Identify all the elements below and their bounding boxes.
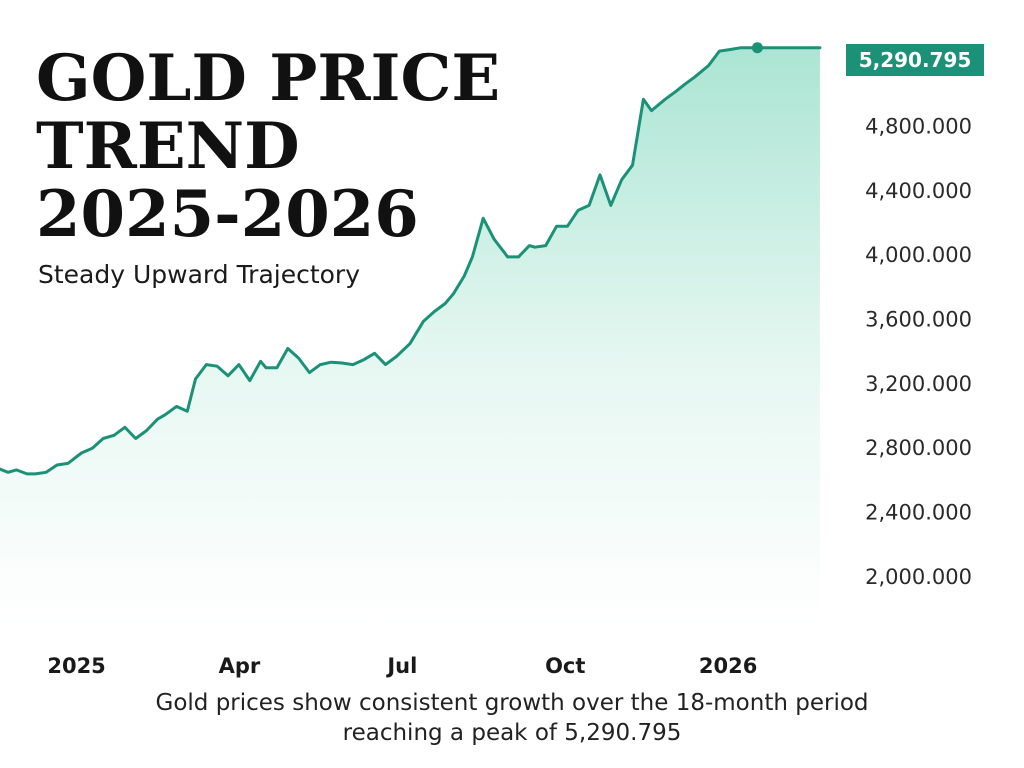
- peak-value-badge: [846, 44, 984, 76]
- x-tick-label: Apr: [219, 654, 261, 678]
- y-tick-label: 4,800.000: [865, 115, 972, 139]
- y-tick-label: 2,000.000: [865, 565, 972, 589]
- chart-title-line-3: 2025-2026: [36, 177, 419, 252]
- x-axis-ticks: 2025 Apr Jul Oct 2026: [47, 654, 757, 678]
- price-line: [0, 46, 822, 476]
- price-area-fill: [0, 47, 820, 625]
- chart-caption-line-2: reaching a peak of 5,290.795: [343, 720, 682, 746]
- x-tick-label: Oct: [545, 654, 585, 678]
- y-axis-ticks: 2,000.000 2,400.000 2,800.000 3,200.000 3,60…: [865, 115, 972, 589]
- y-tick-label: 4,000.000: [865, 243, 972, 267]
- y-tick-label: 3,600.000: [865, 308, 972, 332]
- peak-value-label: 5,290.795: [859, 48, 972, 72]
- chart-title-line-2: TREND: [36, 109, 300, 184]
- chart-subtitle: Steady Upward Trajectory: [38, 260, 360, 289]
- chart-caption-line-1: Gold prices show consistent growth over …: [156, 690, 869, 716]
- x-tick-label: 2025: [47, 654, 105, 678]
- x-tick-label: Jul: [385, 654, 417, 678]
- chart-title-line-1: GOLD PRICE: [36, 41, 500, 116]
- y-tick-label: 2,400.000: [865, 500, 972, 524]
- y-tick-label: 2,800.000: [865, 436, 972, 460]
- peak-marker: [751, 42, 763, 54]
- y-tick-label: 4,400.000: [865, 179, 972, 203]
- x-tick-label: 2026: [699, 654, 757, 678]
- y-tick-label: 3,200.000: [865, 372, 972, 396]
